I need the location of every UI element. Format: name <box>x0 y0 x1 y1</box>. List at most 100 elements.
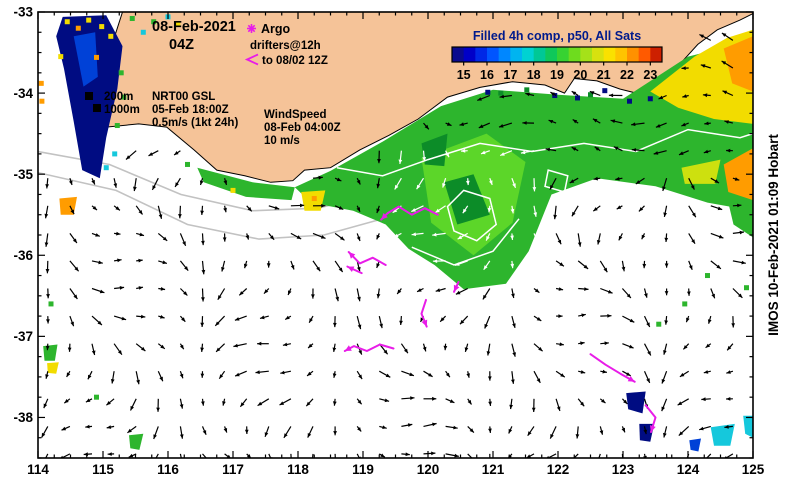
wind-arrowhead <box>201 240 205 246</box>
wind-arrowhead <box>703 370 709 374</box>
wind-arrow <box>724 453 734 458</box>
wind-arrowhead <box>500 152 505 156</box>
wind-arrowhead <box>621 266 626 272</box>
wind-arrowhead <box>405 452 410 457</box>
wind-arrowhead <box>382 425 387 429</box>
wind-arrowhead <box>264 432 269 437</box>
sst-patch <box>444 174 490 225</box>
wind-arrowhead <box>508 428 513 434</box>
drifter-track <box>380 205 439 221</box>
wind-arrowhead <box>615 176 620 181</box>
wind-arrowhead <box>678 431 684 436</box>
wind-arrowhead <box>690 185 695 190</box>
wind-arrowhead <box>446 122 452 126</box>
wind-arrowhead <box>113 183 118 188</box>
wind-arrowhead <box>679 372 685 377</box>
wind-arrowhead <box>417 288 422 292</box>
wind-arrowhead <box>553 214 557 220</box>
wind-arrowhead <box>318 175 323 180</box>
wind-arrowhead <box>571 91 577 96</box>
wind-arrowhead <box>138 286 143 290</box>
sst-patch <box>421 133 448 167</box>
wind-arrowhead <box>383 349 388 355</box>
wind-arrowhead <box>526 454 531 458</box>
colorbar-segment <box>615 47 628 62</box>
wind-arrowhead <box>333 431 337 436</box>
wind-arrowhead <box>481 150 486 155</box>
wind-arrowhead <box>739 230 744 235</box>
colorbar-title: Filled 4h comp, p50, All Sats <box>473 29 641 43</box>
sst-speckle <box>498 90 504 96</box>
colorbar-tick-label: 17 <box>503 68 517 82</box>
colorbar-tick-label: 18 <box>527 68 541 82</box>
wind-arrowhead <box>688 265 693 270</box>
wind-arrowhead <box>45 374 49 379</box>
wind-arrowhead <box>91 179 95 185</box>
wind-arrowhead <box>244 429 249 434</box>
wind-arrowhead <box>332 347 337 352</box>
sst-patch <box>743 415 753 438</box>
axis-label-y: -35 <box>13 167 33 182</box>
wind-arrowhead <box>589 91 595 95</box>
colorbar-segment <box>475 47 488 62</box>
map-time: 04Z <box>169 37 194 53</box>
wind-arrowhead <box>664 320 668 325</box>
sst-speckle <box>99 24 105 30</box>
wind-arrowhead <box>435 288 441 292</box>
wind-arrowhead <box>454 453 459 458</box>
sst-speckle <box>94 54 99 60</box>
wind-arrowhead <box>510 263 515 269</box>
sst-speckle <box>175 21 181 27</box>
axes-layer: 114 115 116 117 118 119 120 121 122 123 124 125 -33 -… <box>13 5 764 477</box>
wind-arrowhead <box>260 315 265 320</box>
wind-arrowhead <box>97 320 102 325</box>
sst-patch <box>73 32 98 87</box>
drifter-arrowhead <box>627 376 635 382</box>
wind-arrow <box>45 453 49 458</box>
sst-speckle <box>151 19 157 25</box>
wind-arrowhead <box>596 240 601 245</box>
sst-speckle <box>185 161 190 167</box>
wind-arrowhead <box>599 430 604 435</box>
wind-arrowhead <box>464 347 469 352</box>
sst-patch <box>129 433 144 450</box>
axis-label-y: -37 <box>13 329 33 344</box>
wind-arrowhead <box>394 233 399 238</box>
axis-label-x: 120 <box>417 462 440 477</box>
wind-arrowhead <box>618 235 623 241</box>
wind-arrowhead <box>296 235 302 239</box>
wind-arrowhead <box>538 347 543 352</box>
sst-speckle <box>656 321 662 327</box>
wind-arrowhead <box>357 324 362 330</box>
sst-speckle <box>140 29 146 35</box>
colorbar-segment <box>452 47 465 62</box>
wind-arrowhead <box>616 205 622 210</box>
wind-arrowhead <box>629 344 634 349</box>
drifter-arrowhead <box>421 319 428 327</box>
wind-arrowhead <box>610 119 616 124</box>
wind-arrowhead <box>607 314 612 318</box>
wind-arrowhead <box>215 321 220 326</box>
wind-arrowhead <box>73 294 78 299</box>
wind-arrowhead <box>525 92 530 97</box>
wind-arrowhead <box>376 293 381 299</box>
wind-arrowhead <box>534 236 538 242</box>
wind-arrowhead <box>575 434 580 439</box>
wind-arrowhead <box>222 237 227 242</box>
drifter-arrowhead <box>348 252 356 259</box>
wind-arrowhead <box>741 260 746 265</box>
wind-arrowhead <box>482 294 487 300</box>
wind-arrowhead <box>682 94 687 98</box>
wind-arrowhead <box>486 351 491 356</box>
wind-arrowhead <box>136 379 140 385</box>
wind-arrowhead <box>376 263 380 268</box>
wind-arrowhead <box>200 322 205 327</box>
wind-arrowhead <box>631 148 637 152</box>
wind-arrowhead <box>307 371 312 376</box>
wind-arrowhead <box>626 372 631 376</box>
wind-arrowhead <box>646 378 650 383</box>
wind-arrowhead <box>424 124 429 130</box>
wind-arrowhead <box>160 344 165 349</box>
wind-arrowhead <box>511 293 515 298</box>
wind-arrowhead <box>653 151 659 155</box>
